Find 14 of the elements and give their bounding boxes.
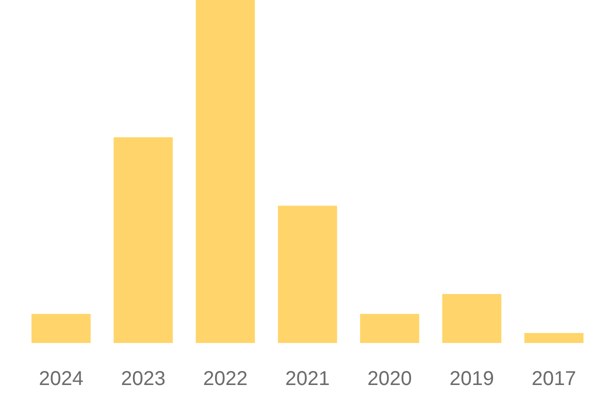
bar <box>442 294 502 343</box>
x-tick-label: 2020 <box>367 368 412 390</box>
bar <box>524 333 584 343</box>
bar <box>114 137 173 343</box>
bar <box>278 206 338 343</box>
x-tick-label: 2021 <box>285 368 330 390</box>
x-tick-label: 2023 <box>120 368 166 390</box>
x-tick-label: 2024 <box>38 368 84 390</box>
x-tick-label: 2022 <box>203 368 248 390</box>
x-tick-label: 2019 <box>450 368 494 390</box>
bar <box>196 0 255 343</box>
bar <box>32 314 91 343</box>
x-tick-label: 2017 <box>532 368 576 390</box>
bar <box>360 314 420 343</box>
